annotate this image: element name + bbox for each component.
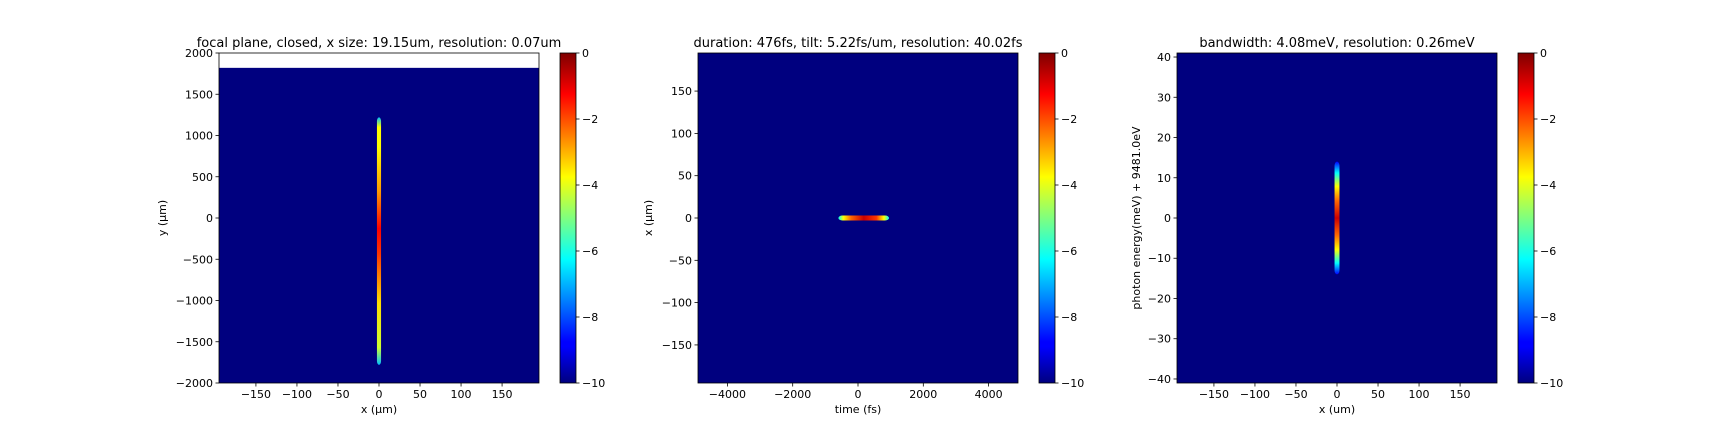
- colorbar-tick-label: −8: [582, 311, 598, 324]
- y-tick-label: −2000: [176, 377, 213, 390]
- chart-title: focal plane, closed, x size: 19.15um, re…: [197, 36, 562, 51]
- colorbar-tick-label: −10: [1540, 377, 1563, 390]
- y-axis-label: x (μm): [642, 200, 655, 236]
- colorbar-tick-label: −8: [1061, 311, 1077, 324]
- chart-panel-2: −4000 −2000 0 2000 4000−150−100−50050100150t…: [642, 36, 1084, 416]
- x-axis-label: x (μm): [361, 403, 397, 416]
- x-tick-label: 0: [376, 388, 383, 401]
- chart-panel-3: −150 −100 −50 0 50 100 150−40−30−20−1001020304…: [1130, 36, 1563, 416]
- x-axis-label: x (um): [1319, 403, 1355, 416]
- colorbar: [1517, 52, 1535, 384]
- colorbar: [559, 52, 577, 384]
- x-tick-label: −50: [326, 388, 349, 401]
- y-tick-label: −1500: [176, 336, 213, 349]
- chart-title: duration: 476fs, tilt: 5.22fs/um, resolu…: [693, 36, 1022, 51]
- intensity-streak: [1334, 161, 1340, 275]
- y-tick-label: 500: [192, 171, 213, 184]
- x-tick-label: −150: [1199, 388, 1229, 401]
- colorbar-tick-label: −2: [1061, 113, 1077, 126]
- colorbar-tick-label: −6: [1061, 245, 1077, 258]
- x-tick-label: 0: [1334, 388, 1341, 401]
- x-tick-label: 0: [855, 388, 862, 401]
- y-tick-label: −1000: [176, 295, 213, 308]
- chart-panel-1: −150 −100 −50 0 50 100 150−2000−1500−1000−5000…: [156, 36, 605, 416]
- x-axis-label: time (fs): [835, 403, 882, 416]
- y-tick-label: −20: [1148, 292, 1171, 305]
- intensity-streak: [376, 117, 382, 365]
- colorbar-tick-label: −10: [1061, 377, 1084, 390]
- colorbar-tick-label: −6: [1540, 245, 1556, 258]
- x-tick-label: 50: [1371, 388, 1385, 401]
- y-tick-label: 1500: [185, 88, 213, 101]
- colorbar-tick-label: 0: [1061, 47, 1068, 60]
- y-tick-label: −100: [662, 297, 692, 310]
- y-tick-label: −40: [1148, 373, 1171, 386]
- colorbar: [1038, 52, 1056, 384]
- y-tick-label: 0: [206, 212, 213, 225]
- y-axis-label: y (μm): [156, 200, 169, 236]
- colorbar-tick-label: −2: [1540, 113, 1556, 126]
- y-tick-label: 1000: [185, 130, 213, 143]
- colorbar-tick-label: −10: [582, 377, 605, 390]
- y-tick-label: 2000: [185, 47, 213, 60]
- x-tick-label: 4000: [975, 388, 1003, 401]
- y-tick-label: 40: [1157, 51, 1171, 64]
- chart-title: bandwidth: 4.08meV, resolution: 0.26meV: [1199, 36, 1474, 51]
- x-tick-label: −4000: [709, 388, 746, 401]
- y-tick-label: 0: [685, 212, 692, 225]
- y-tick-label: 10: [1157, 172, 1171, 185]
- colorbar-tick-label: −4: [1061, 179, 1077, 192]
- x-tick-label: 150: [492, 388, 513, 401]
- x-tick-label: 150: [1450, 388, 1471, 401]
- intensity-streak: [838, 215, 890, 221]
- y-tick-label: −50: [669, 254, 692, 267]
- colorbar-tick-label: −4: [582, 179, 598, 192]
- y-tick-label: 50: [678, 170, 692, 183]
- y-tick-label: 30: [1157, 91, 1171, 104]
- colorbar-tick-label: −2: [582, 113, 598, 126]
- y-tick-label: 100: [671, 127, 692, 140]
- colorbar-tick-label: −6: [582, 245, 598, 258]
- x-tick-label: 2000: [909, 388, 937, 401]
- y-tick-label: −10: [1148, 252, 1171, 265]
- colorbar-tick-label: 0: [1540, 47, 1547, 60]
- y-tick-label: −150: [662, 339, 692, 352]
- colorbar-tick-label: −8: [1540, 311, 1556, 324]
- x-tick-label: 100: [451, 388, 472, 401]
- x-tick-label: 100: [1409, 388, 1430, 401]
- y-tick-label: 0: [1164, 212, 1171, 225]
- x-tick-label: −100: [282, 388, 312, 401]
- y-tick-label: 20: [1157, 132, 1171, 145]
- x-tick-label: −50: [1284, 388, 1307, 401]
- y-tick-label: −500: [183, 253, 213, 266]
- x-tick-label: −2000: [774, 388, 811, 401]
- x-tick-label: 50: [413, 388, 427, 401]
- x-tick-label: −150: [241, 388, 271, 401]
- y-tick-label: 150: [671, 85, 692, 98]
- y-axis-label: photon energy(meV) + 9481.0eV: [1130, 126, 1143, 310]
- colorbar-tick-label: −4: [1540, 179, 1556, 192]
- colorbar-tick-label: 0: [582, 47, 589, 60]
- y-tick-label: −30: [1148, 333, 1171, 346]
- x-tick-label: −100: [1240, 388, 1270, 401]
